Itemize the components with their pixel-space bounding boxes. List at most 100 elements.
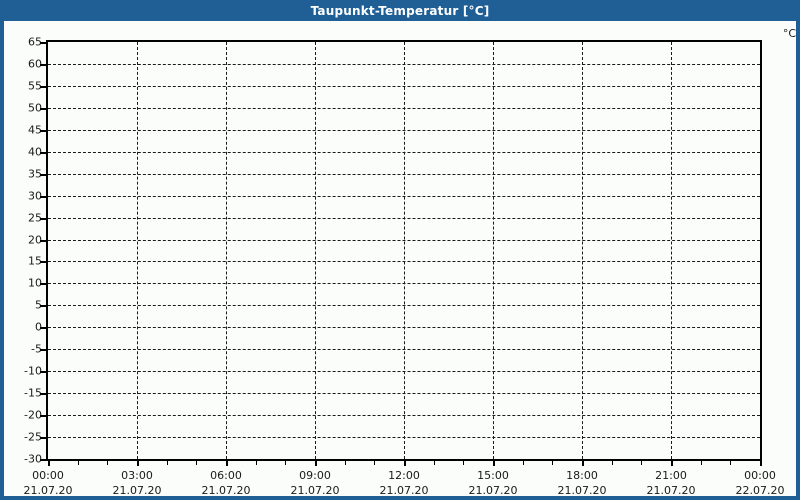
x-axis-minor-tick-mark <box>700 461 702 465</box>
x-axis-minor-tick-mark <box>433 461 435 465</box>
x-axis-tick-label: 18:00 21.07.20 <box>537 468 627 497</box>
x-axis-tick-date: 21.07.20 <box>379 484 429 497</box>
x-axis-minor-tick-mark <box>285 461 287 465</box>
y-axis-labels: 65 60 55 50 45 40 35 30 25 20 15 10 5 0 -5 -10 -15 -20 -25… <box>4 36 42 466</box>
y-axis-tick-label: 50 <box>28 101 42 115</box>
window-title-bar: Taupunkt-Temperatur [°C] <box>4 0 796 21</box>
y-axis-tick-mark <box>40 327 46 330</box>
y-axis-tick-label: 20 <box>28 233 42 247</box>
x-axis-tick-mark <box>582 461 584 466</box>
y-axis-tick-mark <box>40 305 46 308</box>
x-axis-tick-date: 21.07.20 <box>557 484 607 497</box>
y-axis-tick-mark <box>40 195 46 198</box>
y-axis-tick-mark <box>40 151 46 154</box>
x-axis-tick-time: 18:00 <box>566 469 598 482</box>
x-axis-tick-label: 21:00 21.07.20 <box>626 468 716 497</box>
y-axis-tick-label: 0 <box>35 320 42 334</box>
y-axis-tick-mark <box>40 42 46 44</box>
y-axis-tick-label: 10 <box>28 276 42 290</box>
gridline-vertical <box>137 42 138 459</box>
x-axis-minor-tick-mark <box>374 461 376 465</box>
y-axis-tick-mark <box>40 217 46 220</box>
x-axis-tick-time: 12:00 <box>388 469 420 482</box>
gridline-vertical <box>671 42 672 459</box>
y-axis-tick-label: 35 <box>28 167 42 181</box>
page-title: Taupunkt-Temperatur [°C] <box>310 3 490 18</box>
x-axis-labels: 00:00 21.07.20 03:00 21.07.20 06:00 21.07.20 0… <box>24 468 785 497</box>
y-axis-tick-mark <box>40 85 46 88</box>
x-axis-minor-tick-mark <box>344 461 346 465</box>
x-axis-tick-time: 09:00 <box>299 469 331 482</box>
x-axis-tick-time: 15:00 <box>477 469 509 482</box>
x-axis-tick-label: 12:00 21.07.20 <box>359 468 449 497</box>
y-axis-tick-label: 40 <box>28 145 42 159</box>
x-axis-tick-time: 00:00 <box>744 469 776 482</box>
x-axis-tick-label: 03:00 21.07.20 <box>92 468 182 497</box>
x-axis-tick-date: 21.07.20 <box>112 484 162 497</box>
y-axis-tick-label: 5 <box>35 298 42 312</box>
y-axis-unit-label: °C <box>782 27 796 40</box>
x-axis-tick-label: 06:00 21.07.20 <box>181 468 271 497</box>
x-axis-minor-tick-mark <box>107 461 109 465</box>
x-axis-tick-mark <box>226 461 228 466</box>
y-axis-tick-label: -30 <box>24 452 42 466</box>
x-axis-tick-date: 22.07.20 <box>735 484 785 497</box>
x-axis-minor-tick-mark <box>166 461 168 465</box>
x-axis-minor-tick-mark <box>196 461 198 465</box>
y-axis-tick-mark <box>40 371 46 374</box>
y-axis-tick-marks <box>40 40 47 461</box>
x-axis-tick-date: 21.07.20 <box>23 484 73 497</box>
y-axis-tick-mark <box>40 393 46 396</box>
y-axis-tick-label: 15 <box>28 254 42 268</box>
y-axis-tick-label: 30 <box>28 189 42 203</box>
y-axis-tick-mark <box>40 415 46 418</box>
gridline-vertical <box>493 42 494 459</box>
x-axis-tick-mark <box>493 461 495 466</box>
x-axis-tick-mark <box>315 461 317 466</box>
y-axis-tick-mark <box>40 349 46 352</box>
y-axis-tick-label: -25 <box>24 430 42 444</box>
y-axis-tick-label: 55 <box>28 79 42 93</box>
y-axis-tick-mark <box>40 63 46 66</box>
x-axis-minor-tick-mark <box>77 461 79 465</box>
y-axis-tick-label: 65 <box>28 35 42 49</box>
x-axis-minor-tick-mark <box>641 461 643 465</box>
plot-area <box>46 40 762 461</box>
x-axis-tick-time: 00:00 <box>32 469 64 482</box>
y-axis-tick-label: -10 <box>24 364 42 378</box>
x-axis-minor-tick-mark <box>552 461 554 465</box>
y-axis-tick-label: -20 <box>24 408 42 422</box>
x-axis-tick-mark <box>137 461 139 466</box>
x-axis-minor-tick-mark <box>255 461 257 465</box>
x-axis-tick-date: 21.07.20 <box>468 484 518 497</box>
gridline-vertical <box>582 42 583 459</box>
gridline-vertical <box>226 42 227 459</box>
x-axis-minor-tick-mark <box>522 461 524 465</box>
gridline-vertical <box>404 42 405 459</box>
y-axis-tick-mark <box>40 283 46 286</box>
gridline-vertical <box>315 42 316 459</box>
x-axis-tick-label: 00:00 22.07.20 <box>715 468 796 497</box>
x-axis-tick-date: 21.07.20 <box>646 484 696 497</box>
y-axis-tick-mark <box>40 173 46 176</box>
y-axis-tick-mark <box>40 437 46 440</box>
x-axis-tick-mark <box>48 461 50 466</box>
x-axis-tick-label: 09:00 21.07.20 <box>270 468 360 497</box>
chart-container: °C 65 60 55 50 45 40 35 30 25 20 15 10 5 0 -5 -10 -15 -20… <box>4 21 797 496</box>
x-axis-minor-tick-mark <box>611 461 613 465</box>
y-axis-tick-label: 45 <box>28 123 42 137</box>
x-axis-tick-mark <box>404 461 406 466</box>
y-axis-tick-label: 25 <box>28 211 42 225</box>
y-axis-tick-mark <box>40 261 46 264</box>
x-axis-minor-tick-mark <box>730 461 732 465</box>
x-axis-tick-date: 21.07.20 <box>290 484 340 497</box>
y-axis-tick-mark <box>40 239 46 242</box>
y-axis-tick-mark <box>40 459 46 461</box>
x-axis-tick-label: 15:00 21.07.20 <box>448 468 538 497</box>
y-axis-tick-mark <box>40 107 46 110</box>
y-axis-tick-label: -5 <box>31 342 42 356</box>
x-axis-tick-label: 00:00 21.07.20 <box>4 468 93 497</box>
x-axis-tick-date: 21.07.20 <box>201 484 251 497</box>
x-axis-tick-time: 21:00 <box>655 469 687 482</box>
y-axis-tick-label: 60 <box>28 57 42 71</box>
